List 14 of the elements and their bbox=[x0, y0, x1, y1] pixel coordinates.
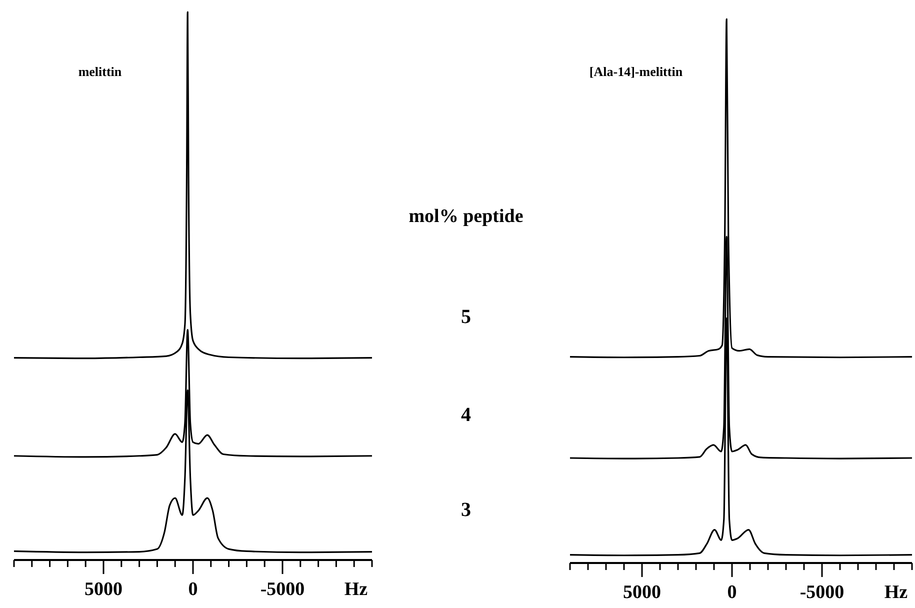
text: 4 bbox=[461, 404, 471, 426]
x-axis-title: Hz bbox=[884, 582, 908, 603]
text: melittin bbox=[78, 64, 122, 79]
x-tick-label: -5000 bbox=[260, 579, 305, 600]
x-tick-label: 5000 bbox=[84, 579, 122, 600]
x-tick-label: 0 bbox=[188, 579, 198, 600]
text: mol% peptide bbox=[408, 206, 524, 227]
x-tick-label: 0 bbox=[727, 582, 737, 603]
text: 5 bbox=[461, 306, 471, 328]
x-tick-label: 5000 bbox=[623, 582, 661, 603]
x-axis-title: Hz bbox=[344, 579, 368, 600]
text: 3 bbox=[461, 499, 471, 522]
x-tick-label: -5000 bbox=[800, 582, 844, 603]
text: [Ala-14]-melittin bbox=[589, 64, 684, 79]
